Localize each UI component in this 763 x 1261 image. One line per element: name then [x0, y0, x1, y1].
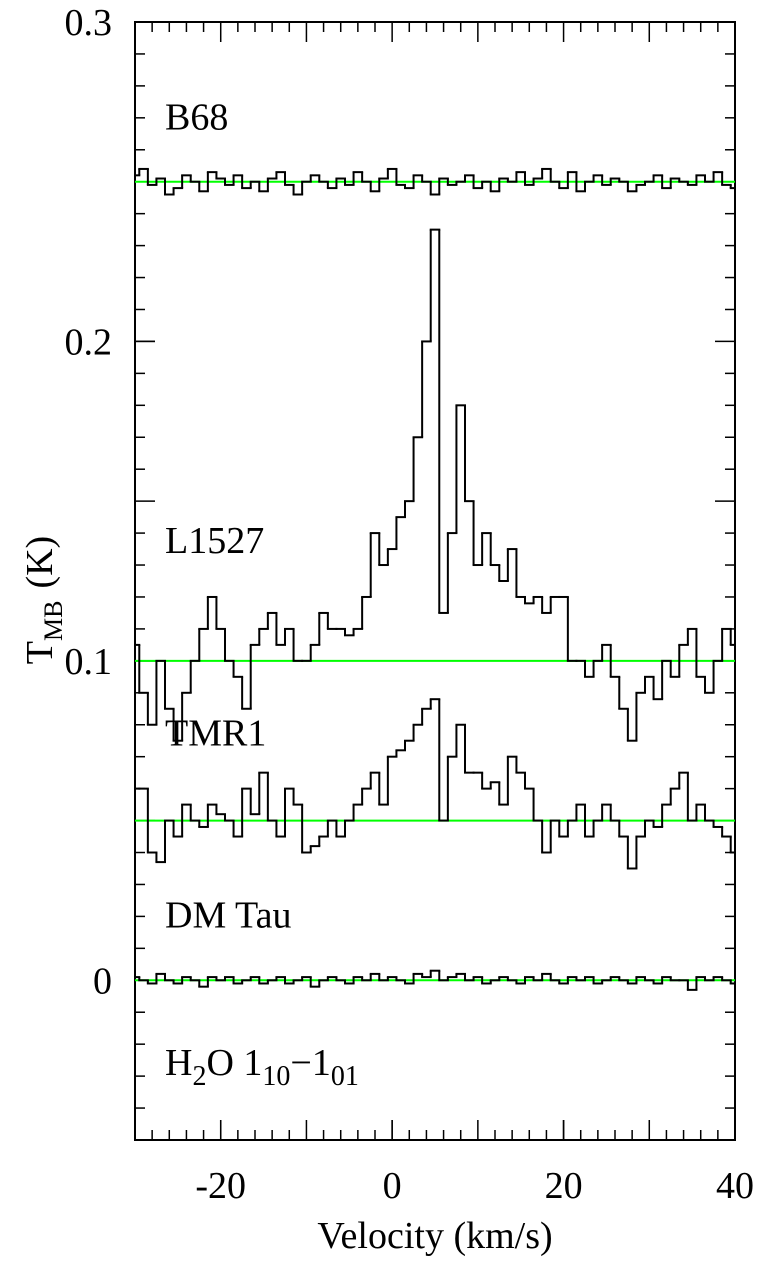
x-axis-label: Velocity (km/s) — [317, 1215, 552, 1257]
series-label: B68 — [165, 97, 228, 139]
y-tick-label: 0.1 — [65, 641, 113, 683]
y-tick-label: 0.3 — [65, 2, 113, 44]
step-connector — [146, 699, 732, 869]
annotation-text: H — [165, 1042, 192, 1084]
series-label: DM Tau — [165, 894, 291, 936]
y-tick-label: 0 — [93, 960, 112, 1002]
annotation-sub: 10 — [262, 1061, 290, 1092]
y-tick-label: 0.2 — [65, 321, 113, 363]
annotation-text: −1 — [290, 1042, 330, 1084]
y-axis-label: TMB (K) — [19, 536, 68, 664]
annotation-sub: 2 — [192, 1061, 206, 1092]
y-label-unit: (K) — [19, 536, 61, 589]
annotation: H2O 110−101 — [165, 1042, 359, 1092]
series-label: TMR1 — [165, 713, 266, 755]
y-label-main: T — [19, 641, 61, 664]
x-tick-label: 20 — [545, 1165, 583, 1207]
y-label-sub: MB — [39, 601, 68, 641]
step-connector — [138, 229, 732, 741]
x-tick-label: 0 — [383, 1165, 402, 1207]
x-tick-label: -20 — [195, 1165, 246, 1207]
plot-area — [135, 167, 735, 991]
step-connector — [138, 970, 732, 990]
annotation-sub: 01 — [331, 1061, 359, 1092]
annotation-text: O 1 — [206, 1042, 262, 1084]
plot-frame — [134, 21, 736, 1141]
x-tick-label: 40 — [716, 1165, 754, 1207]
series-label: L1527 — [165, 520, 264, 562]
step-connector — [138, 168, 732, 195]
